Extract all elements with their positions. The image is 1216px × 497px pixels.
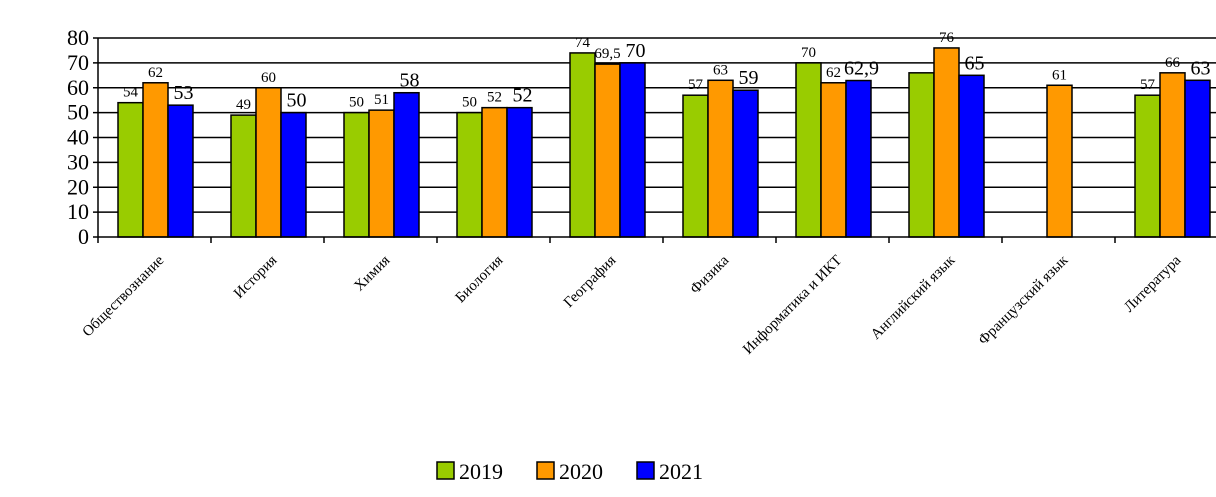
data-label: 57: [1140, 77, 1156, 93]
data-label: 76: [939, 30, 955, 46]
bar-2019: [795, 62, 822, 238]
data-label: 74: [575, 35, 591, 51]
data-label: 70: [801, 45, 816, 61]
data-label: 59: [739, 67, 759, 89]
data-label: 62: [826, 65, 841, 81]
data-label: 62,9: [844, 58, 879, 80]
y-tick-label: 80: [67, 25, 89, 50]
bars: [117, 47, 1211, 238]
data-label: 51: [374, 92, 389, 108]
legend-swatch-2021: [636, 461, 655, 480]
bar-2021: [280, 111, 307, 238]
data-label: 58: [400, 70, 420, 92]
y-tick-label: 0: [78, 224, 89, 249]
data-label: 69,5: [594, 46, 620, 62]
x-tick-label: Английский язык: [868, 252, 959, 343]
bar-2021: [393, 91, 420, 238]
bar-2021: [619, 62, 646, 238]
bar-2020: [1159, 72, 1186, 238]
bar-2019: [682, 94, 709, 238]
y-tick-label: 50: [67, 100, 89, 125]
bar-2020: [707, 79, 734, 238]
bar-2020: [1046, 84, 1073, 238]
bar-2021: [958, 74, 985, 238]
bar-2019: [230, 114, 257, 238]
legend: 2019 2020 2021: [436, 459, 703, 484]
legend-swatch-2019: [436, 461, 455, 480]
bar-2021: [732, 89, 759, 238]
x-tick-label: География: [561, 252, 620, 311]
data-label: 52: [513, 85, 533, 107]
data-label: 54: [123, 85, 139, 101]
x-tick-label: Физика: [687, 252, 732, 297]
bar-2019: [1134, 94, 1161, 238]
y-tick-label: 20: [67, 174, 89, 199]
data-label: 49: [236, 97, 251, 113]
x-tick-label: Химия: [351, 252, 393, 294]
bar-2019: [343, 111, 370, 238]
data-label: 62: [148, 65, 163, 81]
data-label: 52: [487, 90, 502, 106]
data-label: 50: [349, 95, 364, 111]
data-label: 50: [287, 90, 307, 112]
data-label: 53: [174, 82, 194, 104]
y-tick-label: 30: [67, 149, 89, 174]
bar-2019: [569, 52, 596, 238]
legend-label: 2020: [559, 459, 603, 484]
data-label: 66: [1165, 55, 1181, 71]
data-label: 50: [462, 95, 477, 111]
bar-2021: [506, 106, 533, 238]
data-label: 70: [626, 40, 646, 62]
x-tick-label: Обществознание: [80, 252, 168, 340]
bar-2020: [820, 82, 847, 238]
x-tick-label: Литература: [1121, 252, 1184, 315]
y-tick-label: 70: [67, 50, 89, 75]
data-label: 65: [965, 52, 985, 74]
bar-2019: [456, 111, 483, 238]
data-label: 61: [1052, 67, 1067, 83]
bar-2021: [1184, 79, 1211, 238]
legend-label: 2021: [659, 459, 703, 484]
x-tick-label: Биология: [453, 252, 507, 306]
axes: [93, 37, 1216, 243]
x-tick-label: История: [231, 252, 280, 301]
data-label: 60: [261, 70, 276, 86]
data-label: 63: [1191, 57, 1211, 79]
bar-2020: [933, 47, 960, 238]
bar-2020: [255, 87, 282, 238]
legend-label: 2019: [459, 459, 503, 484]
y-tick-label: 60: [67, 75, 89, 100]
x-tick-label: Информатика и ИКТ: [740, 253, 845, 358]
y-tick-label: 40: [67, 125, 89, 150]
x-axis-ticks: Обществознание История Химия Биология Геогра…: [80, 252, 1185, 358]
bar-2021: [167, 104, 194, 238]
bar-2021: [845, 79, 872, 238]
bar-2019: [117, 101, 144, 238]
bar-2020: [368, 109, 395, 238]
legend-swatch-2020: [536, 461, 555, 480]
bar-2020: [594, 63, 621, 238]
data-label: 63: [713, 62, 728, 78]
y-tick-label: 10: [67, 199, 89, 224]
bar-2020: [481, 106, 508, 238]
x-tick-label: Французский язык: [976, 252, 1072, 348]
data-label: 57: [688, 77, 704, 93]
bar-2020: [142, 82, 169, 238]
bar-2019: [908, 72, 935, 238]
